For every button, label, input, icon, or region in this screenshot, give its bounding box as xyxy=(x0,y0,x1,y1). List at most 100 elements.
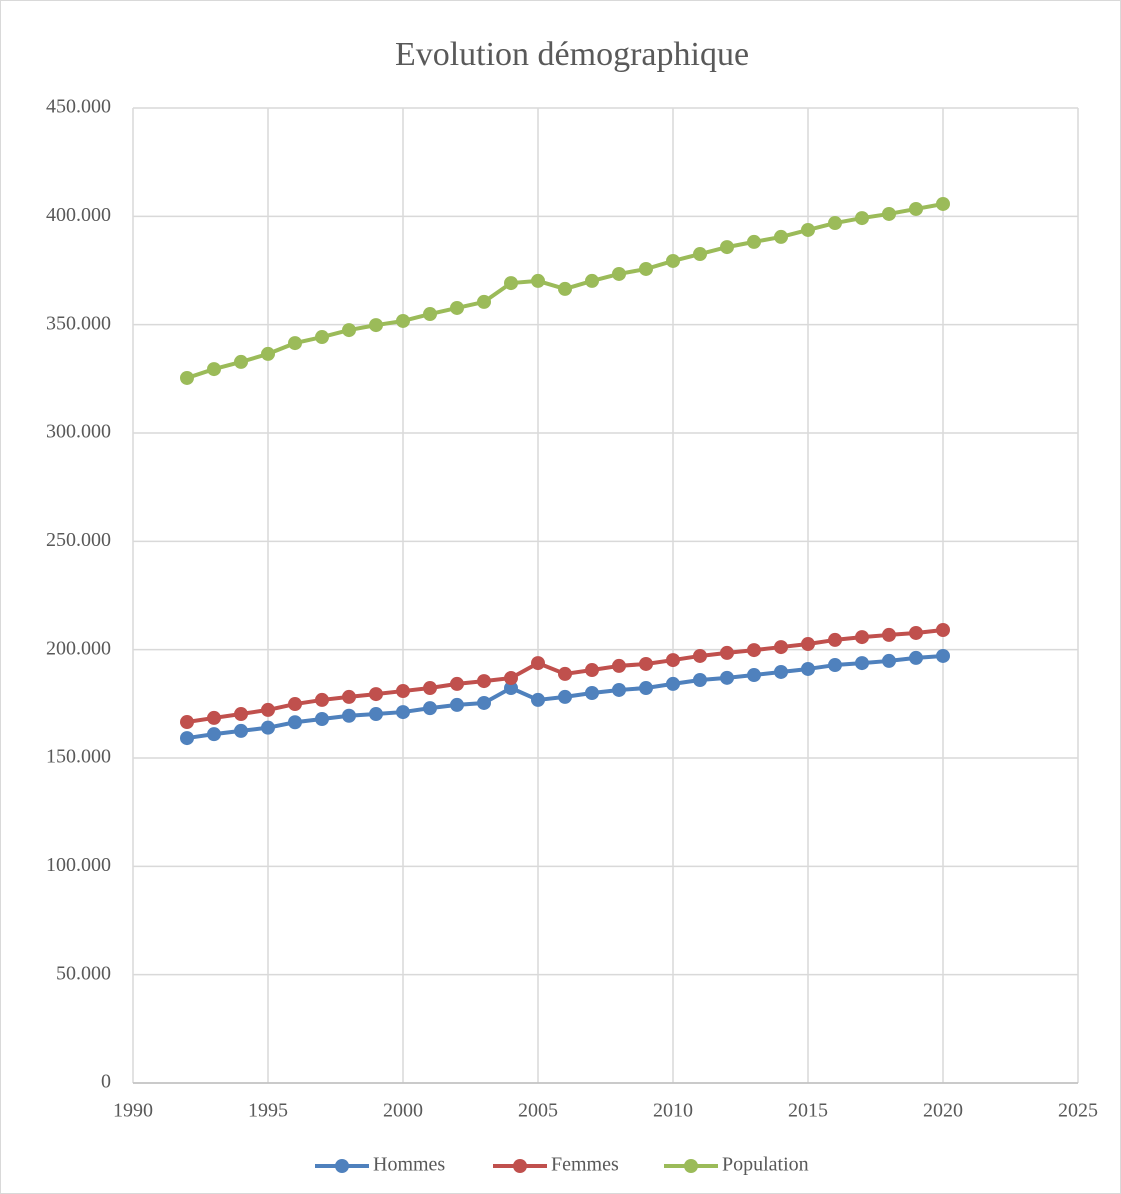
point xyxy=(909,625,923,640)
point xyxy=(261,702,275,717)
point xyxy=(720,670,734,685)
point xyxy=(801,637,815,652)
x-tick-label: 2015 xyxy=(788,1100,828,1122)
point xyxy=(342,708,356,723)
point xyxy=(288,697,302,712)
point xyxy=(558,666,572,681)
point xyxy=(369,707,383,722)
y-tick-label: 0 xyxy=(101,1071,111,1093)
point xyxy=(666,653,680,668)
point xyxy=(396,684,410,699)
point xyxy=(180,731,194,746)
point xyxy=(423,307,437,322)
point xyxy=(558,689,572,704)
legend-marker xyxy=(335,1159,349,1173)
point xyxy=(315,692,329,707)
point xyxy=(801,222,815,237)
point xyxy=(882,206,896,221)
point xyxy=(720,240,734,255)
point xyxy=(396,705,410,720)
point xyxy=(504,671,518,686)
point xyxy=(693,648,707,663)
point xyxy=(477,674,491,689)
point xyxy=(558,281,572,296)
legend-label: Population xyxy=(722,1154,809,1176)
y-tick-label: 400.000 xyxy=(46,204,111,226)
point xyxy=(747,668,761,683)
x-tick-label: 2010 xyxy=(653,1100,693,1122)
point xyxy=(666,676,680,691)
point xyxy=(774,229,788,244)
point xyxy=(639,656,653,671)
point xyxy=(207,727,221,742)
point xyxy=(504,276,518,291)
point xyxy=(261,720,275,735)
point xyxy=(612,682,626,697)
chart-title: Evolution démographique xyxy=(395,36,749,73)
point xyxy=(450,676,464,691)
point xyxy=(639,681,653,696)
point xyxy=(855,211,869,226)
point xyxy=(747,234,761,249)
point xyxy=(774,664,788,679)
y-tick-label: 250.000 xyxy=(46,529,111,551)
point xyxy=(207,710,221,725)
y-tick-label: 450.000 xyxy=(46,96,111,118)
point xyxy=(207,362,221,377)
point xyxy=(423,681,437,696)
y-tick-label: 150.000 xyxy=(46,746,111,768)
point xyxy=(315,330,329,345)
point xyxy=(342,689,356,704)
point xyxy=(855,656,869,671)
x-tick-label: 2020 xyxy=(923,1100,963,1122)
point xyxy=(450,697,464,712)
point xyxy=(423,701,437,716)
point xyxy=(936,648,950,663)
point xyxy=(693,673,707,687)
point xyxy=(261,346,275,361)
legend-label: Hommes xyxy=(373,1154,445,1176)
point xyxy=(936,622,950,637)
point xyxy=(828,658,842,673)
point xyxy=(774,640,788,655)
point xyxy=(531,656,545,671)
point xyxy=(531,273,545,288)
point xyxy=(882,627,896,642)
point xyxy=(288,715,302,730)
point xyxy=(234,354,248,369)
point xyxy=(747,643,761,658)
point xyxy=(180,715,194,730)
point xyxy=(585,663,599,678)
y-tick-label: 350.000 xyxy=(46,312,111,334)
point xyxy=(612,658,626,673)
point xyxy=(369,318,383,333)
legend-marker xyxy=(684,1159,698,1173)
point xyxy=(909,650,923,665)
legend-marker xyxy=(513,1159,527,1173)
point xyxy=(828,632,842,647)
legend-label: Femmes xyxy=(551,1154,619,1176)
point xyxy=(531,692,545,707)
point xyxy=(585,273,599,288)
point xyxy=(693,247,707,262)
x-tick-label: 2000 xyxy=(383,1100,423,1122)
point xyxy=(828,216,842,231)
point xyxy=(234,707,248,722)
point xyxy=(612,266,626,281)
y-tick-label: 100.000 xyxy=(46,854,111,876)
x-tick-label: 1990 xyxy=(113,1100,153,1122)
point xyxy=(720,645,734,660)
point xyxy=(909,201,923,216)
point xyxy=(477,695,491,710)
x-tick-label: 2025 xyxy=(1058,1100,1098,1122)
point xyxy=(369,687,383,702)
point xyxy=(342,323,356,338)
point xyxy=(504,681,518,696)
point xyxy=(234,723,248,738)
point xyxy=(639,261,653,276)
point xyxy=(477,294,491,309)
x-tick-label: 2005 xyxy=(518,1100,558,1122)
point xyxy=(288,336,302,351)
